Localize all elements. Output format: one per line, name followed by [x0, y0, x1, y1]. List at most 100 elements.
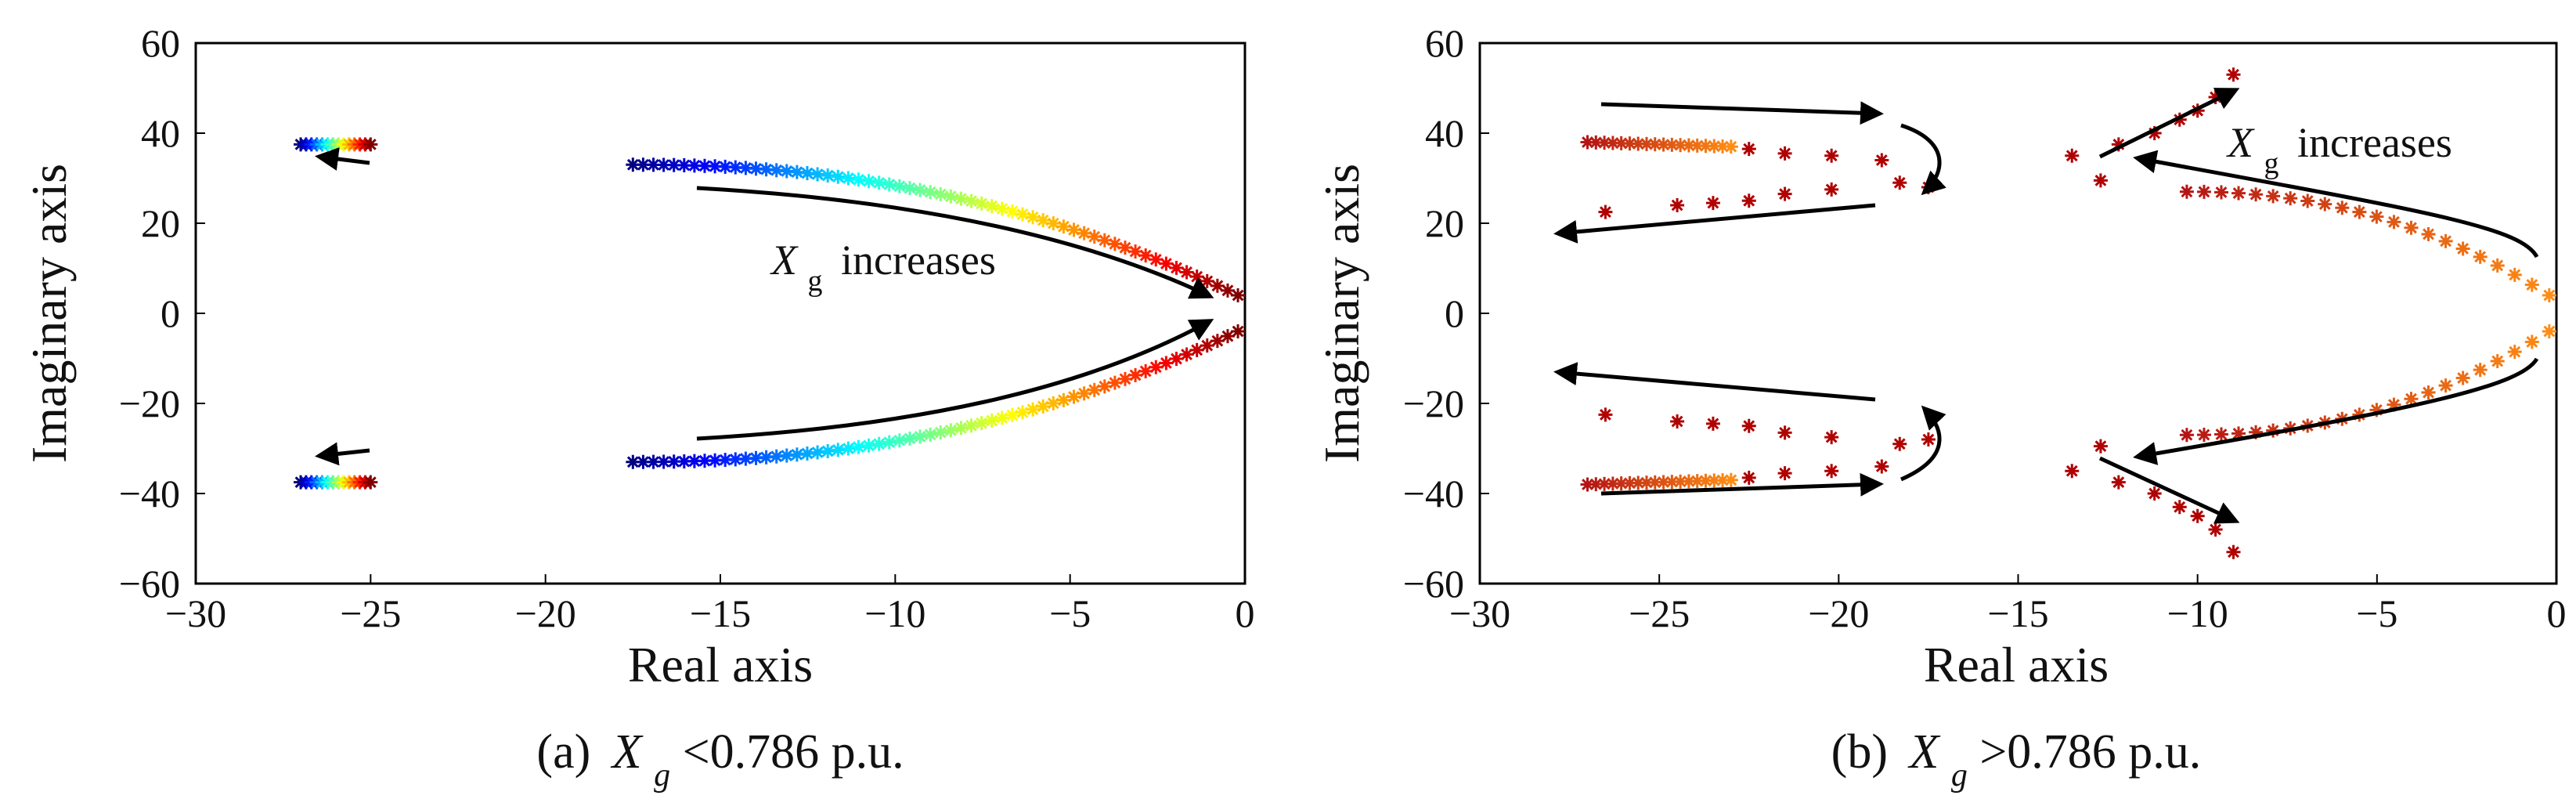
- panel-a-caption: (a) X g <0.786 p.u.: [536, 725, 904, 794]
- panel-b-data-point: [1705, 196, 1720, 211]
- panel-b-data-point: [1824, 182, 1839, 197]
- panel-b-data-point: [1723, 139, 1738, 154]
- panel-a-data-point: [1220, 283, 1235, 298]
- panel-a-data-point: [1005, 408, 1019, 423]
- panel-a-data-point: [841, 171, 856, 186]
- panel-b-data-point: [1777, 466, 1792, 481]
- panel-b-data-point: [1874, 459, 1889, 474]
- panel-a-data-point: [1200, 338, 1214, 353]
- panel-a-data-point: [984, 413, 999, 428]
- panel-a-data-point: [974, 416, 989, 431]
- panel-b-data-point: [2196, 428, 2211, 443]
- panel-a-data-point: [799, 166, 814, 181]
- panel-a-y-tick-label: 40: [141, 111, 180, 155]
- panel-b-data-point: [2490, 258, 2505, 273]
- panel-b-data-point: [1580, 477, 1595, 492]
- panel-a-data-point: [1179, 347, 1194, 362]
- panel-b-data-point: [2190, 508, 2205, 523]
- panel-b-data-point: [2266, 189, 2281, 204]
- panel-b-x-ticks: −30 −25 −20 −15 −10 −5 0: [1449, 574, 2567, 635]
- panel-a-data-point: [1097, 379, 1112, 394]
- panel-a-data-point: [943, 189, 958, 204]
- panel-b-data-point: [1741, 193, 1756, 208]
- panel-a-data-point: [1117, 240, 1132, 255]
- panel-b-annotation-symbol: X: [2226, 119, 2255, 166]
- panel-a-annotation-subscript: g: [808, 265, 823, 298]
- panel-b-arrow-top-left: [1553, 203, 1876, 244]
- panel-b-data-point: [1921, 432, 1936, 446]
- panel-a-data-point: [1087, 382, 1102, 397]
- panel-a-data-point: [902, 181, 917, 196]
- panel-b-data-point: [1892, 175, 1907, 190]
- panel-b-caption-subscript: g: [1951, 757, 1968, 794]
- svg-text:(a) X g: (a) X g <0.786 p.u.: [536, 725, 904, 794]
- panel-b-data-point: [2208, 522, 2223, 537]
- panel-a-data-point: [1189, 342, 1204, 357]
- panel-b-y-tick-label: 40: [1425, 111, 1464, 155]
- panel-b-data-point: [2438, 233, 2453, 248]
- panel-b-data-point: [2438, 378, 2453, 393]
- panel-a-data-point: [994, 410, 1009, 425]
- panel-b-annotation-subscript: g: [2264, 147, 2279, 180]
- panel-b-data-point: [1777, 425, 1792, 440]
- panel-a-data-point: [1036, 213, 1051, 228]
- panel-a-data-point: [1046, 396, 1061, 410]
- panel-b-data-point: [2147, 486, 2162, 501]
- panel-b-data-point: [1670, 198, 1685, 212]
- panel-a-data-point: [1077, 226, 1091, 240]
- panel-a-y-tick-label: 0: [161, 291, 180, 335]
- panel-a-caption-text: <0.786 p.u.: [683, 725, 904, 779]
- panel-b-x-tick-label: −5: [2356, 591, 2397, 635]
- panel-b-data-point: [1741, 142, 1756, 157]
- panel-b-arrow-bottom-right: [1600, 472, 1884, 497]
- panel-a-data-point: [1066, 389, 1081, 404]
- panel-a-data-point: [913, 429, 928, 444]
- panel-b-x-tick-label: −10: [2167, 591, 2228, 635]
- panel-b-y-label: Imaginary axis: [1314, 164, 1369, 463]
- panel-b-data-point: [2352, 204, 2367, 219]
- panel-a-x-tick-label: −15: [690, 591, 751, 635]
- panel-b-data-point: [1647, 137, 1662, 152]
- panel-b-data-point: [2507, 345, 2522, 360]
- panel-b-data-point: [2249, 187, 2264, 202]
- panel-a-data-point: [1046, 216, 1061, 231]
- panel-a-data-point: [861, 438, 876, 453]
- panel-a-x-tick-label: −5: [1049, 591, 1091, 635]
- panel-a-data-point: [882, 435, 897, 450]
- panel-a-x-tick-label: −10: [864, 591, 925, 635]
- panel-a-data-point: [1016, 405, 1030, 420]
- panel-b-x-tick-label: −20: [1808, 591, 1869, 635]
- panel-b-caption-text: >0.786 p.u.: [1979, 725, 2201, 779]
- panel-a-data-point: [1056, 219, 1071, 234]
- panel-b-x-tick-label: 0: [2547, 591, 2567, 635]
- panel-a-arrow-left-top: [315, 147, 370, 171]
- panel-b-data-point: [2226, 67, 2241, 82]
- panel-a-x-tick-label: −30: [165, 591, 226, 635]
- panel-a-caption-subscript: g: [654, 757, 670, 794]
- panel-a-data-point: [1026, 210, 1041, 225]
- panel-b-data-point: [2421, 385, 2436, 400]
- panel-a-data-point: [954, 191, 969, 206]
- panel-a-data-point: [821, 168, 835, 183]
- panel-b-x-tick-label: −15: [1987, 591, 2048, 635]
- panel-b-caption: (b) X g >0.786 p.u.: [1831, 725, 2202, 794]
- panel-b-data-point: [1824, 148, 1839, 163]
- panel-a-data-point: [954, 421, 969, 436]
- panel-b-data-point: [1824, 430, 1839, 445]
- panel-b-data-point: [2231, 186, 2246, 201]
- panel-a-data-point: [821, 443, 835, 458]
- panel-a-data-point: [943, 423, 958, 438]
- panel-a-data-point: [666, 157, 681, 172]
- panel-a-data-marks: [294, 137, 1246, 490]
- panel-b-data-point: [2455, 371, 2470, 385]
- panel-a-arrow-lower: [696, 319, 1214, 441]
- panel-a-data-point: [923, 185, 938, 200]
- panel-a-data-point: [749, 450, 763, 465]
- panel-a-data-point: [1210, 334, 1225, 349]
- panel-a-data-point: [676, 157, 691, 172]
- panel-a-data-point: [1231, 288, 1246, 302]
- panel-b-caption-prefix: (b): [1831, 725, 1888, 779]
- panel-b-data-point: [2300, 193, 2315, 208]
- panel-a-y-tick-label: 20: [141, 201, 180, 245]
- panel-a-data-point: [964, 418, 979, 433]
